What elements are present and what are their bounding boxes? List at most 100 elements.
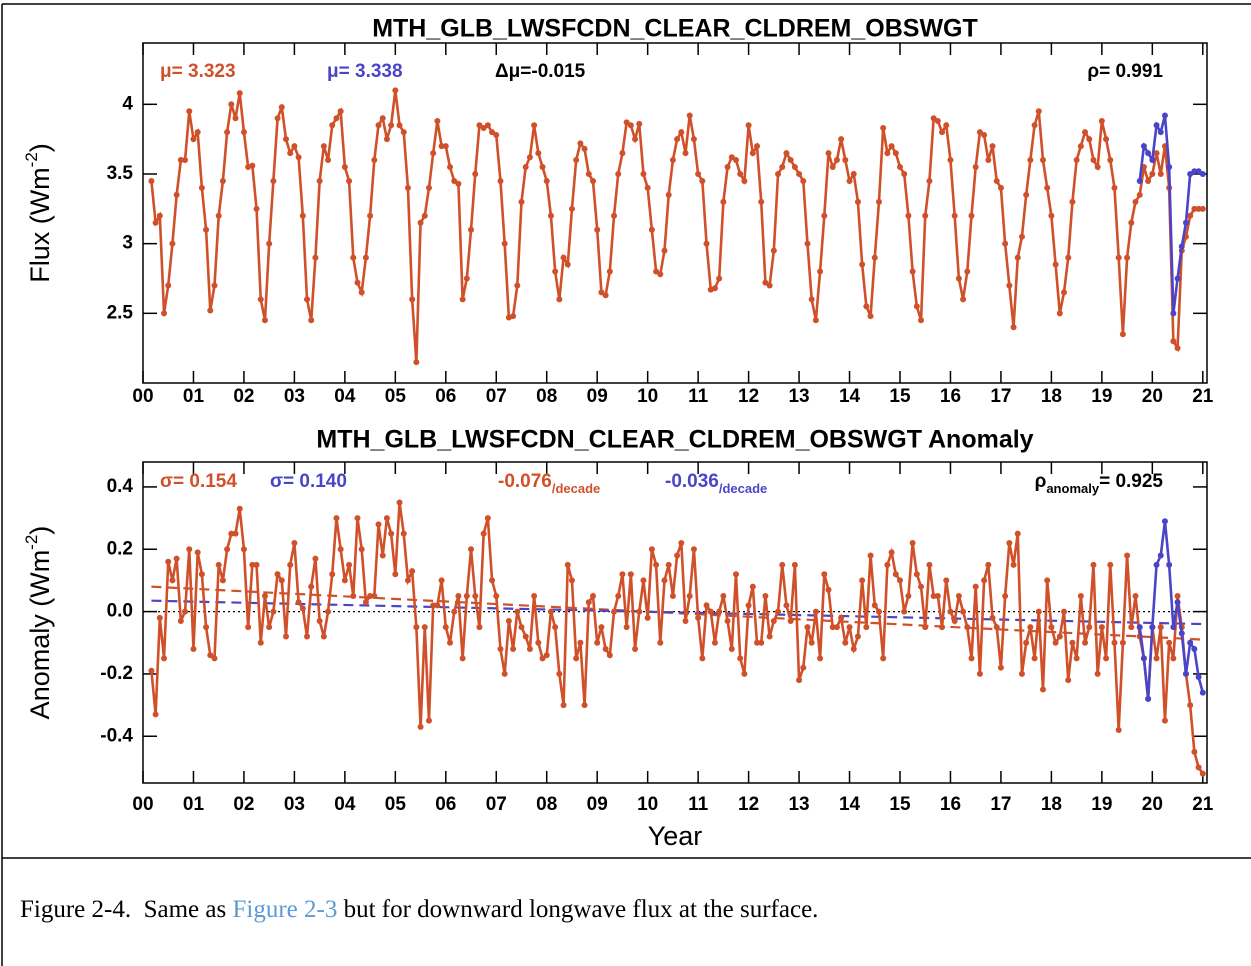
data-point — [711, 285, 718, 292]
y-tick-label: 4 — [122, 93, 133, 114]
data-point — [783, 150, 790, 157]
data-point — [1027, 157, 1034, 164]
data-point — [1044, 184, 1051, 191]
data-point — [409, 296, 416, 303]
data-point — [1056, 633, 1063, 640]
data-point — [169, 240, 176, 247]
data-point — [850, 645, 857, 652]
annotation-sub: /decade — [552, 481, 600, 496]
data-point — [682, 150, 689, 157]
y-axis-label-text: ) — [25, 143, 55, 152]
data-point — [653, 561, 660, 568]
data-point — [678, 540, 685, 547]
data-point — [497, 645, 504, 652]
data-point — [539, 655, 546, 662]
data-point — [884, 561, 891, 568]
data-point — [1166, 164, 1173, 171]
data-point — [581, 702, 588, 709]
data-point — [291, 540, 298, 547]
data-point — [1039, 157, 1046, 164]
data-point — [669, 157, 676, 164]
data-point — [173, 191, 180, 198]
data-point — [501, 240, 508, 247]
data-point — [169, 577, 176, 584]
data-point — [615, 170, 622, 177]
data-point — [358, 289, 365, 296]
data-point — [257, 639, 264, 646]
y-axis-label-text: ) — [25, 526, 55, 535]
data-point — [909, 540, 916, 547]
data-point — [236, 505, 243, 512]
x-tick-label: 15 — [889, 386, 911, 407]
data-point — [392, 87, 399, 94]
data-point — [198, 184, 205, 191]
data-point — [640, 170, 647, 177]
data-point — [564, 261, 571, 268]
data-point — [442, 143, 449, 150]
data-point — [1145, 177, 1152, 184]
data-point — [442, 624, 449, 631]
data-point — [867, 552, 874, 559]
data-point — [762, 593, 769, 600]
x-tick-label: 09 — [587, 386, 608, 407]
data-point — [1077, 593, 1084, 600]
data-point — [951, 212, 958, 219]
data-point — [514, 608, 521, 615]
data-point — [585, 599, 592, 606]
data-point — [261, 593, 268, 600]
caption: Figure 2-4. Same as Figure 2-3 but for d… — [20, 896, 818, 924]
figure-link[interactable]: Figure 2-3 — [232, 896, 338, 923]
data-point — [1031, 655, 1038, 662]
x-tick-label: 06 — [435, 386, 456, 407]
data-point — [455, 593, 462, 600]
data-point — [732, 157, 739, 164]
data-point — [173, 555, 180, 562]
data-point — [228, 101, 235, 108]
data-point — [539, 164, 546, 171]
data-point — [451, 608, 458, 615]
data-point — [707, 608, 714, 615]
annotation: -0.076/decade — [498, 471, 600, 496]
data-point — [1103, 136, 1110, 143]
data-point — [249, 561, 256, 568]
data-point — [535, 639, 542, 646]
data-point — [880, 125, 887, 131]
data-point — [1157, 552, 1164, 559]
data-point — [177, 617, 184, 624]
data-point — [863, 303, 870, 310]
data-point — [190, 136, 197, 143]
data-point — [922, 624, 929, 631]
data-point — [1048, 212, 1055, 219]
data-point — [766, 282, 773, 289]
data-point — [165, 558, 172, 565]
data-point — [522, 164, 529, 171]
series-line — [1138, 521, 1205, 699]
data-point — [690, 136, 697, 143]
annotation: -0.036/decade — [665, 471, 767, 496]
data-point — [695, 170, 702, 177]
data-point — [211, 655, 218, 662]
y-tick-label: 2.5 — [107, 302, 134, 323]
data-point — [1187, 212, 1194, 219]
data-point — [228, 530, 235, 537]
y-tick-label: 3.5 — [107, 163, 134, 184]
data-point — [337, 546, 344, 553]
x-tick-label: 16 — [940, 386, 961, 407]
data-point — [1014, 254, 1021, 261]
x-tick-label: 13 — [788, 794, 809, 815]
data-point — [186, 108, 193, 115]
data-point — [741, 670, 748, 677]
y-tick-label: 0.4 — [107, 476, 134, 497]
x-tick-label: 19 — [1091, 794, 1112, 815]
series-line — [1138, 115, 1204, 314]
annotation-text: σ= 0.154 — [160, 471, 237, 492]
data-point — [379, 115, 386, 122]
y-axis-label-text: Flux (Wm — [25, 167, 55, 282]
data-point — [619, 150, 626, 157]
data-point — [430, 150, 437, 157]
data-point — [232, 115, 239, 122]
data-point — [716, 608, 723, 615]
data-point — [993, 177, 1000, 184]
data-point — [1023, 191, 1030, 198]
